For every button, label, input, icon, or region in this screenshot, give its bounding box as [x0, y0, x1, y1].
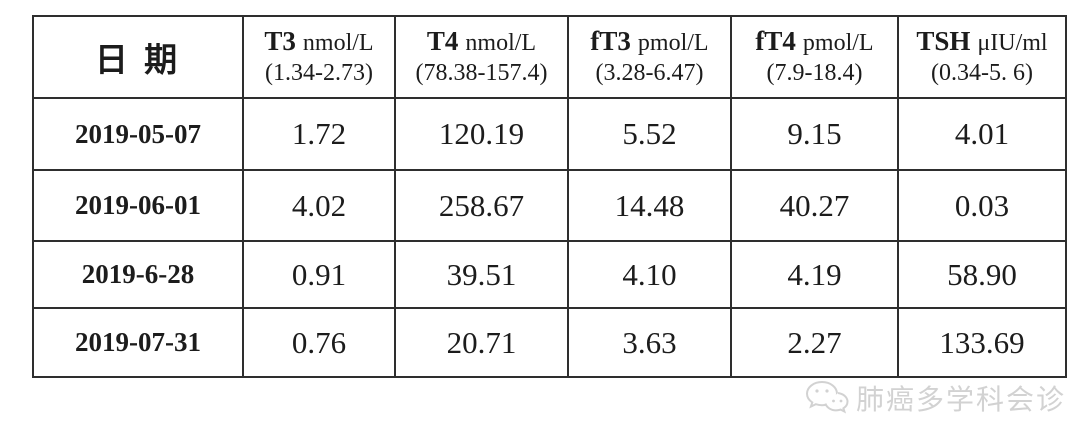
column-title: fT3 pmol/L — [569, 26, 730, 58]
column-unit: μIU/ml — [977, 30, 1048, 57]
column-reference-range: (0.34-5. 6) — [931, 60, 1033, 86]
column-title: TSH μIU/ml — [899, 26, 1065, 58]
column-unit: nmol/L — [302, 30, 374, 57]
ft4-value: 4.19 — [730, 240, 899, 309]
t3-value: 4.02 — [242, 169, 396, 242]
column-unit: pmol/L — [637, 30, 709, 57]
column-reference-range: (3.28-6.47) — [595, 60, 704, 86]
column-header-t4: T4 nmol/L (78.38-157.4) — [394, 15, 569, 99]
column-title: T3 nmol/L — [244, 26, 394, 58]
column-name: fT3 — [590, 26, 631, 57]
column-reference-range: (78.38-157.4) — [415, 60, 548, 86]
t4-value: 20.71 — [394, 307, 569, 378]
column-header-t3: T3 nmol/L (1.34-2.73) — [242, 15, 396, 99]
ft3-value: 3.63 — [567, 307, 732, 378]
t3-value: 0.91 — [242, 240, 396, 309]
column-name: fT4 — [755, 26, 796, 57]
watermark-text: 肺癌多学科会诊 — [855, 385, 1066, 416]
table-header-row: 日 期 T3 nmol/L (1.34-2.73) T4 nmol/L (78.38… — [32, 15, 1067, 99]
ft4-value: 40.27 — [730, 169, 899, 242]
row-date: 2019-05-07 — [32, 97, 244, 171]
column-unit: pmol/L — [802, 30, 874, 57]
ft3-value: 5.52 — [567, 97, 732, 171]
column-header-tsh: TSH μIU/ml (0.34-5. 6) — [897, 15, 1067, 99]
row-date: 2019-6-28 — [32, 240, 244, 309]
table-row: 2019-6-28 0.91 39.51 4.10 4.19 58.90 — [32, 240, 1067, 309]
watermark: 肺癌多学科会诊 — [804, 378, 1066, 418]
table-row: 2019-06-01 4.02 258.67 14.48 40.27 0.03 — [32, 169, 1067, 242]
t4-value: 120.19 — [394, 97, 569, 171]
ft3-value: 4.10 — [567, 240, 732, 309]
table-row: 2019-07-31 0.76 20.71 3.63 2.27 133.69 — [32, 307, 1067, 378]
column-header-ft3: fT3 pmol/L (3.28-6.47) — [567, 15, 732, 99]
column-header-ft4: fT4 pmol/L (7.9-18.4) — [730, 15, 899, 99]
ft4-value: 2.27 — [730, 307, 899, 378]
column-name: TSH — [916, 26, 971, 57]
lab-results-table: 日 期 T3 nmol/L (1.34-2.73) T4 nmol/L (78.38… — [32, 15, 1067, 378]
t3-value: 1.72 — [242, 97, 396, 171]
column-name: T4 — [426, 26, 459, 57]
t3-value: 0.76 — [242, 307, 396, 378]
column-title: T4 nmol/L — [396, 26, 567, 58]
tsh-value: 0.03 — [897, 169, 1067, 242]
column-reference-range: (1.34-2.73) — [265, 60, 373, 86]
tsh-value: 133.69 — [897, 307, 1067, 378]
table-row: 2019-05-07 1.72 120.19 5.52 9.15 4.01 — [32, 97, 1067, 171]
row-date: 2019-06-01 — [32, 169, 244, 242]
row-date: 2019-07-31 — [32, 307, 244, 378]
ft3-value: 14.48 — [567, 169, 732, 242]
t4-value: 258.67 — [394, 169, 569, 242]
tsh-value: 58.90 — [897, 240, 1067, 309]
column-unit: nmol/L — [465, 30, 537, 57]
date-column-header: 日 期 — [32, 15, 244, 99]
tsh-value: 4.01 — [897, 97, 1067, 171]
column-reference-range: (7.9-18.4) — [766, 60, 863, 86]
t4-value: 39.51 — [394, 240, 569, 309]
ft4-value: 9.15 — [730, 97, 899, 171]
column-name: T3 — [264, 26, 296, 57]
wechat-icon — [804, 379, 850, 417]
column-title: fT4 pmol/L — [732, 26, 897, 58]
